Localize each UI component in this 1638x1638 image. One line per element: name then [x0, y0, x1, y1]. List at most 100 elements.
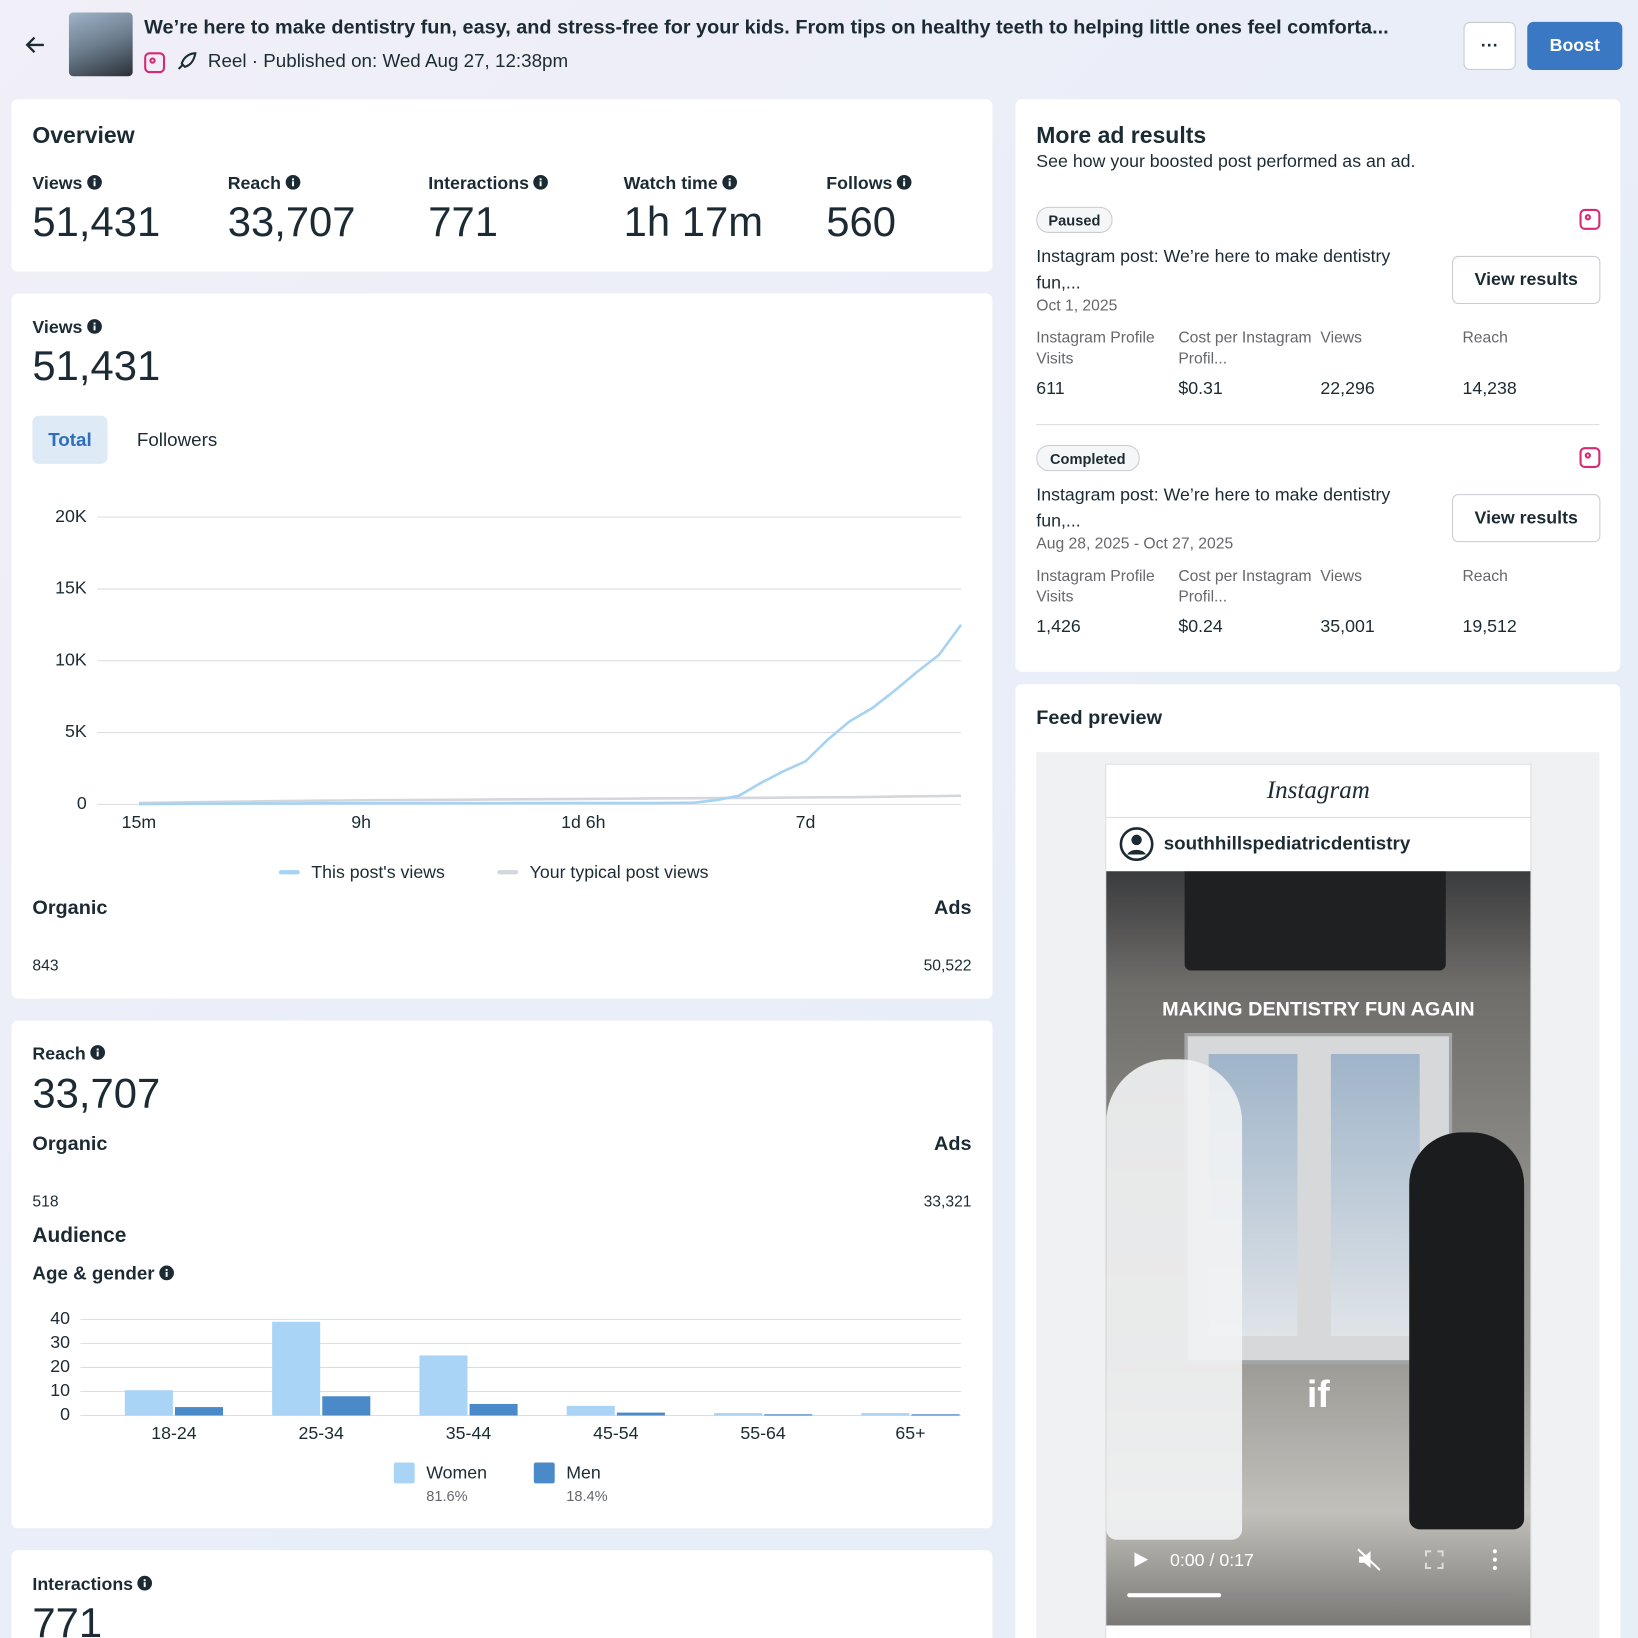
info-icon[interactable]: [897, 174, 913, 190]
boost-icon: [177, 52, 197, 70]
series-line: [138, 794, 962, 805]
account-name: southhillspediatricdentistry: [1163, 832, 1411, 854]
video[interactable]: MAKING DENTISTRY FUN AGAIN if 0:00 / 0:1…: [1106, 871, 1531, 1626]
fullscreen-button[interactable]: [1424, 1550, 1444, 1570]
ad-metric-value: $0.24: [1178, 616, 1223, 637]
legend-share: 81.6%: [426, 1489, 467, 1505]
metric-label: Views: [32, 173, 102, 194]
legend-share: 18.4%: [566, 1489, 607, 1505]
ad-date: Oct 1, 2025: [1036, 296, 1118, 315]
more-button[interactable]: ···: [1463, 21, 1516, 70]
info-icon[interactable]: [722, 174, 738, 190]
menu-button[interactable]: [1491, 1548, 1499, 1571]
organic-value: 518: [32, 1192, 59, 1211]
video-caption: MAKING DENTISTRY FUN AGAIN: [1162, 998, 1475, 1021]
ad-metric-label: Views: [1320, 329, 1362, 347]
y-tick-label: 40: [50, 1308, 70, 1328]
x-tick-label: 25-34: [299, 1423, 345, 1443]
mute-button[interactable]: [1357, 1548, 1382, 1571]
play-button[interactable]: [1131, 1550, 1150, 1569]
info-icon[interactable]: [90, 1045, 106, 1061]
overview-title: Overview: [32, 122, 135, 149]
legend-swatch: [533, 1462, 555, 1484]
views-card: [11, 293, 993, 999]
status-pill: Paused: [1036, 206, 1113, 233]
bar: [861, 1413, 910, 1416]
tab[interactable]: Followers: [136, 429, 218, 451]
bar: [272, 1321, 321, 1416]
post-thumbnail: [68, 12, 133, 77]
reach-label: Reach: [32, 1043, 106, 1065]
legend-label: This post's views: [311, 862, 445, 882]
divider: [1105, 816, 1532, 818]
ad-title: Instagram post: We’re here to make denti…: [1036, 484, 1391, 531]
ads-value: 50,522: [923, 956, 972, 975]
info-icon[interactable]: [87, 174, 103, 190]
reach-card: [11, 1020, 993, 1529]
reach-value: 33,707: [32, 1070, 161, 1117]
overview-card: [11, 99, 993, 272]
label-text: Watch time: [623, 173, 718, 194]
back-button[interactable]: [23, 33, 46, 56]
post-info: Reel · Published on: Wed Aug 27, 12:38pm: [207, 50, 569, 72]
bar: [419, 1355, 468, 1416]
ad-metric-label: Instagram Profile Visits: [1036, 329, 1155, 368]
label-text: Follows: [826, 173, 893, 194]
info-icon[interactable]: [137, 1575, 153, 1591]
organic-value: 843: [32, 956, 59, 975]
info-icon[interactable]: [159, 1265, 175, 1281]
bar: [124, 1390, 173, 1416]
instagram-icon: [1579, 447, 1601, 468]
progress-track: [1127, 1593, 1510, 1598]
metric-label: Interactions: [428, 173, 549, 194]
ad-metric-label: Views: [1320, 567, 1362, 585]
view-results-button[interactable]: View results: [1452, 255, 1601, 304]
interactions-value: 771: [32, 1600, 103, 1638]
divider: [1036, 424, 1600, 426]
legend-label: Women: [426, 1463, 487, 1483]
ad-date: Aug 28, 2025 - Oct 27, 2025: [1036, 534, 1234, 553]
info-icon[interactable]: [87, 319, 103, 335]
person: [1409, 1132, 1525, 1530]
metric-label: Watch time: [624, 173, 738, 194]
x-tick-label: 15m: [122, 812, 157, 832]
legend-swatch: [393, 1462, 415, 1484]
metric-value: 771: [428, 199, 499, 246]
info-icon[interactable]: [533, 174, 549, 190]
info-icon[interactable]: [285, 174, 301, 190]
series-line: [138, 624, 963, 806]
boost-button[interactable]: Boost: [1527, 21, 1623, 70]
x-tick-label: 35-44: [446, 1423, 492, 1443]
x-tick-label: 18-24: [151, 1423, 197, 1443]
ad-metric-value: 22,296: [1320, 378, 1375, 399]
age-gender-title: Age & gender: [32, 1263, 174, 1285]
person: [1106, 1059, 1243, 1540]
metric-label: Follows: [826, 173, 912, 194]
legend-swatch: [278, 870, 300, 875]
tab[interactable]: Total: [32, 415, 108, 464]
bar: [566, 1405, 615, 1416]
bar: [174, 1407, 224, 1416]
label-text: Reach: [32, 1043, 86, 1064]
label-text: Reach: [227, 173, 282, 194]
ad-metric-value: 1,426: [1036, 616, 1081, 637]
bar: [469, 1403, 518, 1416]
label-text: Interactions: [428, 173, 529, 194]
ads-label: Ads: [934, 1133, 972, 1156]
x-tick-label: 45-54: [593, 1423, 639, 1443]
audience-title: Audience: [32, 1224, 127, 1248]
ad-metric-value: $0.31: [1178, 378, 1223, 399]
legend-swatch: [497, 870, 519, 875]
interactions-label: Interactions: [32, 1574, 153, 1595]
metric-label: Reach: [228, 173, 301, 194]
view-results-button[interactable]: View results: [1452, 494, 1601, 543]
y-tick-label: 20K: [55, 506, 87, 526]
label-text: Age & gender: [32, 1262, 155, 1284]
status-pill: Completed: [1036, 445, 1140, 472]
legend-label: Your typical post views: [530, 862, 709, 882]
ad-metric-label: Reach: [1462, 329, 1508, 347]
x-tick-label: 55-64: [740, 1423, 786, 1443]
x-tick-label: 9h: [351, 812, 371, 832]
y-tick-label: 0: [77, 793, 87, 813]
